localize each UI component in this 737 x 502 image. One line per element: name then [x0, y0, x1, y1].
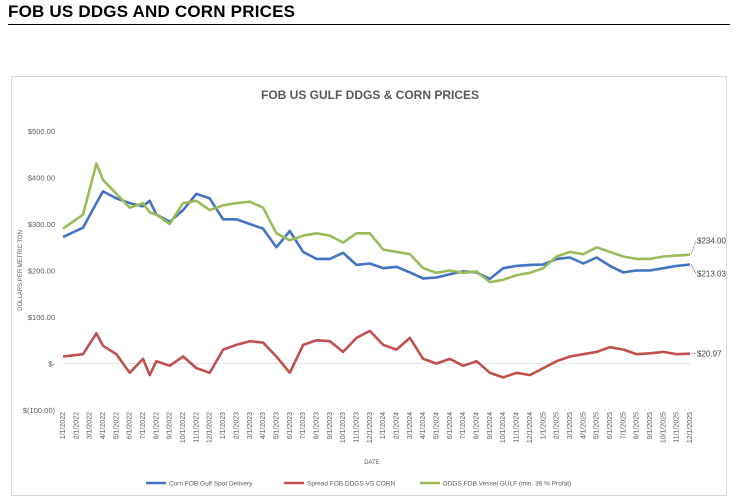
x-tick-label: 5/1/2022: [113, 412, 120, 439]
x-tick-label: 2/1/2024: [394, 412, 401, 439]
x-tick-label: 2/1/2023: [233, 412, 240, 439]
x-tick-label: 6/1/2024: [447, 412, 454, 439]
x-tick-label: 8/1/2024: [474, 412, 481, 439]
x-tick-label: 6/1/2025: [607, 412, 614, 439]
x-tick-label: 5/1/2023: [273, 412, 280, 439]
x-tick-label: 1/1/2022: [60, 412, 67, 439]
x-tick-label: 1/1/2023: [220, 412, 227, 439]
x-tick-label: 5/1/2024: [434, 412, 441, 439]
x-tick-label: 6/1/2022: [127, 412, 134, 439]
x-tick-label: 3/1/2024: [407, 412, 414, 439]
page-title: FOB US DDGS AND CORN PRICES: [8, 2, 296, 21]
x-tick-label: 9/1/2022: [167, 412, 174, 439]
x-tick-label: 5/1/2025: [594, 412, 601, 439]
x-tick-label: 6/1/2023: [287, 412, 294, 439]
x-tick-label: 9/1/2025: [647, 412, 654, 439]
x-tick-label: 4/1/2023: [260, 412, 267, 439]
x-tick-label: 7/1/2022: [140, 412, 147, 439]
y-axis-label: DOLLARS PER METRIC TON: [18, 230, 24, 311]
y-tick-label: $400.00: [28, 174, 55, 183]
x-tick-label: 12/1/2025: [687, 412, 694, 443]
corn-fob-gulf-series: [62, 190, 691, 281]
x-tick-label: 9/1/2023: [327, 412, 334, 439]
ddgs-fob-vessel-gulf-series: [62, 162, 691, 284]
spread-ddgs-vs-corn-series: [62, 329, 691, 379]
x-tick-label: 8/1/2022: [153, 412, 160, 439]
y-tick-label: $-: [48, 360, 55, 369]
x-tick-label: 10/1/2025: [660, 412, 667, 443]
title-divider: [8, 24, 730, 25]
y-tick-label: $500.00: [28, 127, 55, 136]
x-tick-label: 10/1/2023: [340, 412, 347, 443]
legend-spread: Spread FOB DDGS VS CORN: [284, 481, 395, 488]
x-tick-label: 4/1/2025: [580, 412, 587, 439]
x-tick-label: 12/1/2022: [207, 412, 214, 443]
x-tick-label: 10/1/2022: [180, 412, 187, 443]
legend-label: DDGS FOB Vessel GULF (min. 36 % Profat): [443, 481, 571, 488]
x-tick-label: 7/1/2024: [460, 412, 467, 439]
legend-label: Corn FOB Gulf Spot Delivery: [169, 481, 253, 488]
chart-title: FOB US GULF DDGS & CORN PRICES: [261, 88, 479, 102]
y-tick-label: $300.00: [28, 220, 55, 229]
x-tick-label: 2/1/2022: [73, 412, 80, 439]
legend-label: Spread FOB DDGS VS CORN: [307, 481, 395, 488]
x-tick-label: 11/1/2024: [514, 412, 521, 443]
x-axis-label: DATE: [364, 460, 380, 466]
end-value-label: $20.97: [697, 350, 722, 359]
x-tick-label: 4/1/2024: [420, 412, 427, 439]
chart-frame: [11, 76, 727, 496]
x-tick-label: 3/1/2025: [567, 412, 574, 439]
x-tick-label: 7/1/2023: [300, 412, 307, 439]
x-tick-label: 11/1/2025: [674, 412, 681, 443]
x-tick-label: 8/1/2023: [313, 412, 320, 439]
x-tick-label: 12/1/2023: [367, 412, 374, 443]
y-tick-label: $100.00: [28, 313, 55, 322]
y-tick-label: $(100.00): [23, 406, 56, 415]
x-tick-label: 3/1/2022: [87, 412, 94, 439]
x-tick-label: 3/1/2023: [247, 412, 254, 439]
x-tick-label: 8/1/2025: [634, 412, 641, 439]
x-tick-label: 1/1/2024: [380, 412, 387, 439]
x-tick-label: 9/1/2024: [487, 412, 494, 439]
x-tick-label: 4/1/2022: [100, 412, 107, 439]
x-tick-label: 11/1/2023: [353, 412, 360, 443]
end-label-leader: [690, 240, 697, 255]
x-tick-label: 10/1/2024: [500, 412, 507, 443]
end-value-label: $234.00: [697, 237, 726, 246]
x-tick-label: 2/1/2025: [554, 412, 561, 439]
x-tick-label: 12/1/2024: [527, 412, 534, 443]
x-tick-label: 7/1/2025: [620, 412, 627, 439]
x-tick-label: 1/1/2025: [540, 412, 547, 439]
legend-ddgs: DDGS FOB Vessel GULF (min. 36 % Profat): [420, 481, 571, 488]
end-value-label: $213.03: [697, 269, 726, 278]
legend-corn: Corn FOB Gulf Spot Delivery: [146, 481, 253, 488]
x-tick-label: 11/1/2022: [193, 412, 200, 443]
y-tick-label: $200.00: [28, 267, 55, 276]
end-label-leader: [690, 264, 697, 274]
